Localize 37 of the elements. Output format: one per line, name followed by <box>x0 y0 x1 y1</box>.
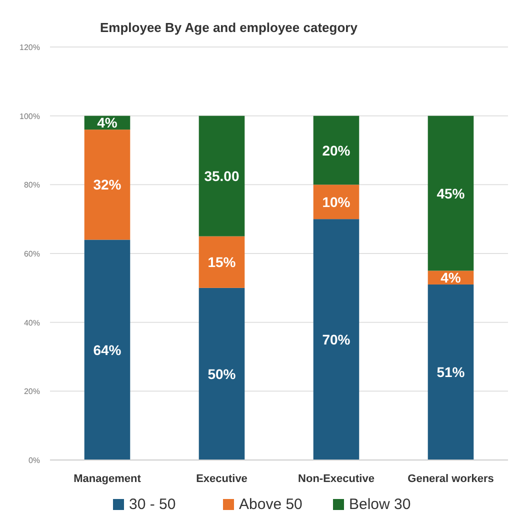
y-tick-label: 20% <box>24 387 40 396</box>
data-label: 4% <box>440 270 462 286</box>
data-label: 70% <box>322 332 351 348</box>
bar <box>428 284 474 460</box>
y-tick-label: 0% <box>28 456 40 465</box>
bar <box>313 219 360 460</box>
x-tick-label: Executive <box>196 473 248 485</box>
y-tick-label: 80% <box>24 180 40 190</box>
data-label: 50% <box>208 366 236 382</box>
y-tick-label: 120% <box>20 43 40 52</box>
chart-title: Employee By Age and employee category <box>100 20 358 35</box>
data-label: 10% <box>322 194 351 210</box>
y-tick-label: 40% <box>24 318 40 328</box>
bar <box>313 184 360 220</box>
legend-label: 30 - 50 <box>129 496 176 513</box>
bar <box>198 288 245 460</box>
data-label: 4% <box>97 114 118 131</box>
legend-label: Above 50 <box>239 496 302 513</box>
data-label: 20% <box>322 142 351 158</box>
bar <box>84 240 130 460</box>
bar <box>313 116 360 185</box>
bar <box>84 130 130 240</box>
data-label: 32% <box>93 176 122 193</box>
data-label: 15% <box>208 254 236 270</box>
bar <box>198 116 245 236</box>
data-label: 45% <box>436 185 466 202</box>
data-label: 64% <box>93 342 122 358</box>
legend-label: Below 30 <box>349 496 411 513</box>
x-tick-label: General workers <box>408 473 494 485</box>
x-tick-label: Non-Executive <box>298 473 374 485</box>
x-tick-label: Management <box>74 473 142 485</box>
y-tick-label: 100% <box>20 112 40 121</box>
y-tick-label: 60% <box>24 250 40 258</box>
bar <box>428 116 474 271</box>
data-label: 35.00 <box>204 168 240 184</box>
data-label: 51% <box>436 364 466 380</box>
bar <box>198 236 245 288</box>
